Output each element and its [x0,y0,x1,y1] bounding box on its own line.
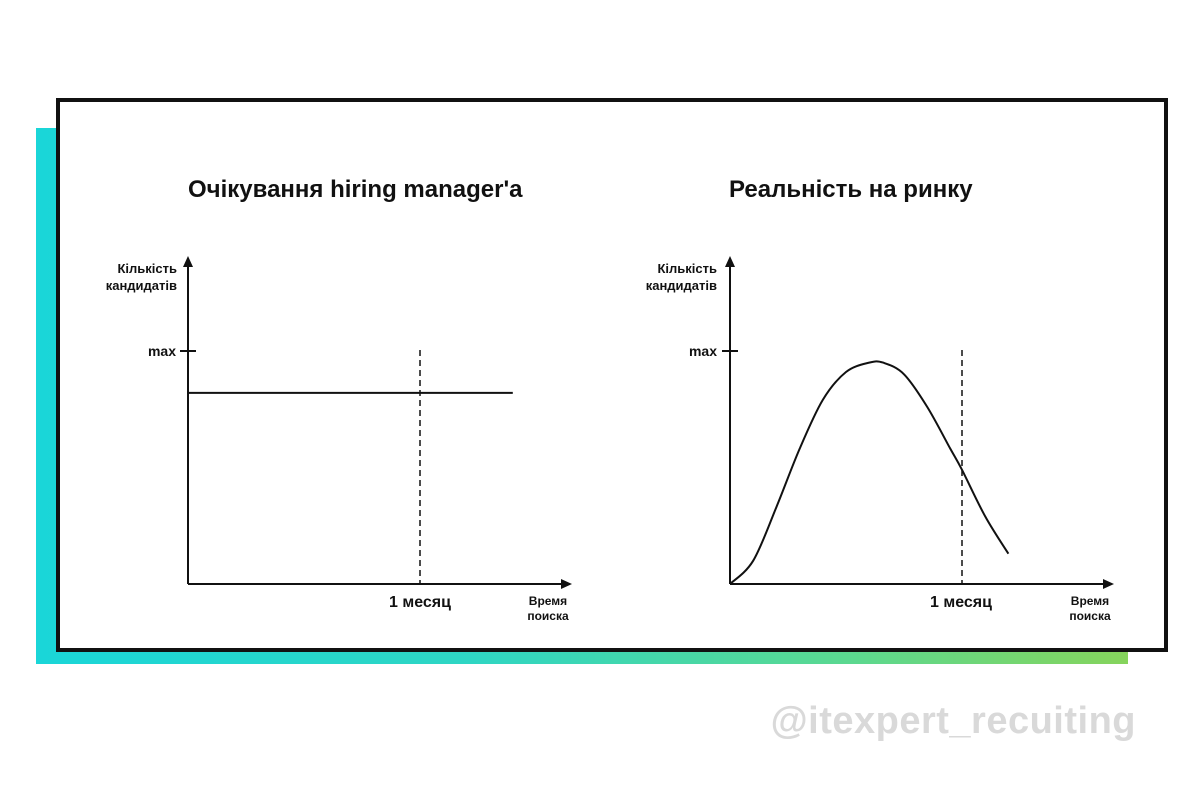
x-axis-label-line-1: Время [529,594,567,608]
month-marker-label: 1 месяц [930,594,992,611]
x-axis-label-line-2: поиска [527,609,569,623]
y-axis-label-line-1: Кількість [657,261,717,276]
x-axis-label-line-1: Время [1071,594,1109,608]
y-axis-arrow [725,256,735,267]
y-axis-label-line-2: кандидатів [646,278,717,293]
x-axis-arrow [1103,579,1114,589]
y-axis-label-line-2: кандидатів [106,278,177,293]
watermark-handle: @itexpert_recuiting [770,700,1136,742]
max-tick-label: max [689,343,717,359]
content-card [56,98,1168,652]
x-axis-label-line-2: поиска [1069,609,1111,623]
max-tick-label: max [148,343,176,359]
y-axis-label-line-1: Кількість [117,261,177,276]
month-marker-label: 1 месяц [389,594,451,611]
x-axis-arrow [561,579,572,589]
market-series-line [729,360,1010,585]
left-chart-title: Очікування hiring manager'a [188,176,523,203]
y-axis-arrow [183,256,193,267]
right-chart-title: Реальність на ринку [729,176,973,203]
